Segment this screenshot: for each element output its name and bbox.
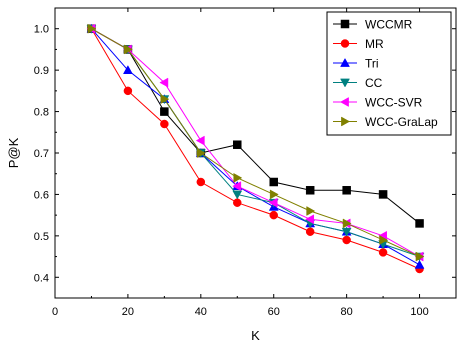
legend-label: WCC-GraLap <box>365 115 438 129</box>
legend-entry: Tri <box>333 57 379 71</box>
data-point <box>378 190 388 199</box>
data-point <box>196 148 206 158</box>
data-point <box>342 235 351 245</box>
data-point <box>269 177 278 187</box>
legend-marker <box>341 116 351 127</box>
data-point <box>195 135 205 146</box>
series-line <box>91 28 420 258</box>
series-wcc-svr <box>86 23 424 262</box>
y-axis-title: P@K <box>6 137 21 168</box>
data-point <box>414 259 425 269</box>
legend-marker <box>340 39 350 48</box>
legend-marker <box>339 97 349 107</box>
data-point <box>87 23 97 34</box>
data-point <box>342 186 351 195</box>
series-mr <box>87 24 424 274</box>
x-tick-label: 0 <box>52 306 58 318</box>
legend-entry: CC <box>333 76 383 90</box>
legend-entry: WCC-SVR <box>333 96 423 110</box>
legend-label: WCC-SVR <box>365 96 423 110</box>
y-tick-label: 1.0 <box>34 24 49 36</box>
series-layer <box>86 23 425 274</box>
y-tick-label: 0.5 <box>34 231 49 243</box>
data-point <box>233 140 242 149</box>
legend-marker <box>340 57 350 67</box>
data-point <box>378 248 388 257</box>
axes: 0 20 40 60 80 100 0.4 0.5 0.6 0.7 0.8 0.9 1.0 <box>34 7 457 318</box>
data-point <box>306 206 316 216</box>
series-wcc-gralap <box>87 23 425 262</box>
legend-label: MR <box>365 37 384 51</box>
data-point <box>123 86 133 96</box>
data-point <box>160 94 170 105</box>
legend-box <box>326 11 452 136</box>
legend-entry: MR <box>333 37 384 51</box>
x-tick-label: 80 <box>341 306 353 318</box>
data-point <box>269 210 278 220</box>
data-point <box>305 214 315 225</box>
data-point <box>122 65 133 74</box>
legend-marker <box>340 78 350 88</box>
data-point <box>232 181 242 192</box>
series-line <box>91 28 420 270</box>
x-tick-label: 60 <box>268 306 280 318</box>
x-axis-title: K <box>251 328 260 343</box>
x-tick-label: 40 <box>195 306 207 318</box>
x-tick-label: 100 <box>410 306 428 318</box>
legend-marker <box>340 19 350 29</box>
data-point <box>269 189 279 200</box>
data-point <box>232 190 243 200</box>
y-tick-label: 0.4 <box>34 272 49 284</box>
legend-entry: WCC-GraLap <box>333 115 438 129</box>
legend-label: Tri <box>365 57 379 71</box>
data-point <box>159 77 169 88</box>
y-tick-label: 0.9 <box>34 65 49 77</box>
data-point <box>196 177 206 187</box>
y-tick-label: 0.6 <box>34 189 49 201</box>
data-point <box>160 119 169 129</box>
data-point <box>160 107 169 116</box>
data-point <box>342 218 352 229</box>
data-point <box>305 227 315 236</box>
data-point <box>415 219 424 228</box>
series-line <box>91 28 420 258</box>
legend-label: WCCMR <box>365 18 413 32</box>
legend: WCCMR MR Tri CC WCC-SVR WCC-GraLap <box>326 11 452 136</box>
data-point <box>305 186 315 195</box>
series-line <box>91 28 420 224</box>
data-point <box>124 44 133 55</box>
data-point <box>268 197 278 208</box>
y-tick-label: 0.8 <box>34 107 49 119</box>
data-point <box>379 235 389 245</box>
legend-entry: WCCMR <box>333 18 413 32</box>
data-point <box>415 251 425 262</box>
data-point <box>233 198 242 207</box>
x-tick-label: 20 <box>122 306 134 318</box>
data-point <box>233 172 243 183</box>
data-point <box>341 227 352 237</box>
y-tick-label: 0.7 <box>34 148 49 160</box>
legend-label: CC <box>365 76 383 90</box>
